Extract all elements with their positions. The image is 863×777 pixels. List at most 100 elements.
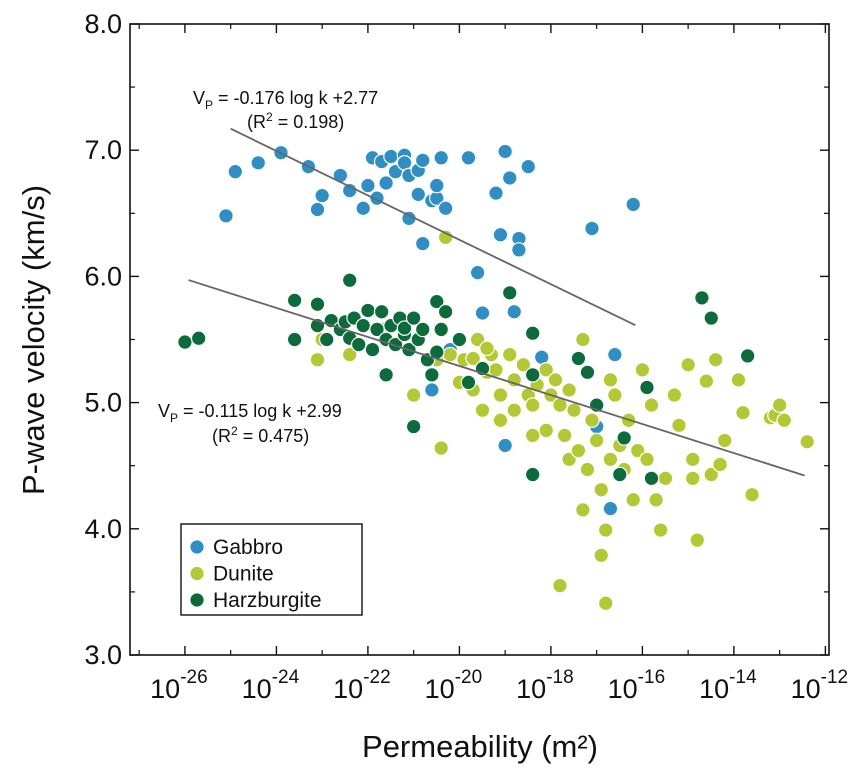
data-point xyxy=(698,373,715,389)
data-point xyxy=(414,235,431,252)
data-point xyxy=(405,418,422,435)
y-tick-label: 4.0 xyxy=(84,514,122,544)
data-point xyxy=(643,397,660,413)
legend-label: Gabbro xyxy=(213,536,283,559)
fit-r2: (R2 = 0.198) xyxy=(247,110,344,132)
fit-layer: VP = -0.176 log k +2.77(R2 = 0.198)VP = … xyxy=(158,88,805,477)
data-point xyxy=(547,372,564,388)
data-point xyxy=(309,201,326,218)
data-point xyxy=(460,374,477,391)
y-tick-label: 8.0 xyxy=(84,9,122,39)
equation-subscript: P xyxy=(170,411,178,425)
data-point xyxy=(648,491,664,508)
legend-box xyxy=(180,523,363,616)
data-point xyxy=(643,470,660,487)
equation-rest: = -0.176 log k +2.77 xyxy=(213,88,378,108)
data-point xyxy=(680,356,696,373)
fit-equation: VP = -0.176 log k +2.77 xyxy=(193,88,378,112)
points-layer xyxy=(177,143,815,612)
data-point xyxy=(442,346,459,363)
data-point xyxy=(506,303,523,320)
data-point xyxy=(309,351,326,368)
data-point xyxy=(433,321,450,338)
data-point xyxy=(488,185,504,201)
data-point xyxy=(378,367,394,383)
data-point xyxy=(474,402,491,418)
data-point xyxy=(666,387,683,403)
x-tick-exponent: -18 xyxy=(546,667,573,688)
r2-rest: = 0.198) xyxy=(273,112,345,132)
data-point xyxy=(469,264,486,281)
x-tick-base: 10 xyxy=(425,674,455,704)
data-point xyxy=(739,348,756,364)
x-tick-label: 10-22 xyxy=(333,667,391,704)
legend: Gabbro Dunite Harzburgite xyxy=(180,523,363,616)
data-point xyxy=(570,442,587,459)
x-tick-label: 10-12 xyxy=(791,667,849,704)
data-point xyxy=(607,346,623,363)
r2-open: (R xyxy=(212,426,231,446)
legend-label: Harzburgite xyxy=(213,589,322,612)
x-tick-exponent: -22 xyxy=(363,667,390,688)
data-point xyxy=(652,522,669,538)
data-point xyxy=(355,200,372,217)
r2-open: (R xyxy=(247,112,266,132)
data-point xyxy=(437,200,454,217)
data-point xyxy=(524,325,541,341)
data-point xyxy=(575,331,591,348)
data-point xyxy=(712,456,728,473)
data-point xyxy=(611,466,628,483)
data-point xyxy=(597,522,614,538)
x-tick-label: 10-14 xyxy=(699,667,757,704)
data-point xyxy=(602,451,619,468)
equation-v: V xyxy=(158,401,170,421)
data-point xyxy=(350,336,367,353)
data-point xyxy=(433,440,450,456)
data-point xyxy=(501,170,518,186)
data-point xyxy=(410,186,427,203)
x-tick-base: 10 xyxy=(516,674,546,704)
data-point xyxy=(488,361,504,378)
data-point xyxy=(492,387,509,403)
data-point xyxy=(474,305,491,321)
data-point xyxy=(433,149,450,166)
data-point xyxy=(556,427,573,444)
fit-line xyxy=(188,279,805,477)
data-point xyxy=(575,502,591,518)
data-point xyxy=(414,152,431,169)
data-point xyxy=(744,486,760,503)
data-point xyxy=(314,187,330,204)
x-tick-exponent: -26 xyxy=(180,667,207,688)
data-point xyxy=(378,175,394,191)
data-point xyxy=(369,321,385,338)
data-point xyxy=(602,500,619,517)
data-point xyxy=(460,149,477,166)
data-point xyxy=(520,158,537,175)
x-tick-exponent: -12 xyxy=(821,667,848,688)
data-point xyxy=(364,341,381,358)
x-tick-label: 10-24 xyxy=(242,667,300,704)
r2-rest: = 0.475) xyxy=(238,426,310,446)
axes-layer: 10-26 10-24 10-22 10-20 10-18 10-16 10-14 10-12… xyxy=(84,9,848,704)
data-point xyxy=(657,470,674,487)
data-point xyxy=(492,412,509,429)
data-point xyxy=(428,177,445,194)
data-point xyxy=(190,330,207,347)
data-point xyxy=(799,433,815,450)
data-point xyxy=(684,451,701,468)
legend-marker xyxy=(189,539,205,555)
equation-subscript: P xyxy=(205,98,213,112)
data-point xyxy=(497,143,513,160)
data-point xyxy=(707,351,724,368)
data-point xyxy=(524,367,541,383)
data-point xyxy=(177,334,193,350)
plot-frame xyxy=(129,23,830,656)
legend-marker xyxy=(189,592,205,608)
data-point xyxy=(671,417,687,434)
data-point xyxy=(561,382,577,398)
data-point xyxy=(593,481,610,498)
data-point xyxy=(515,356,532,373)
data-point xyxy=(566,402,582,418)
